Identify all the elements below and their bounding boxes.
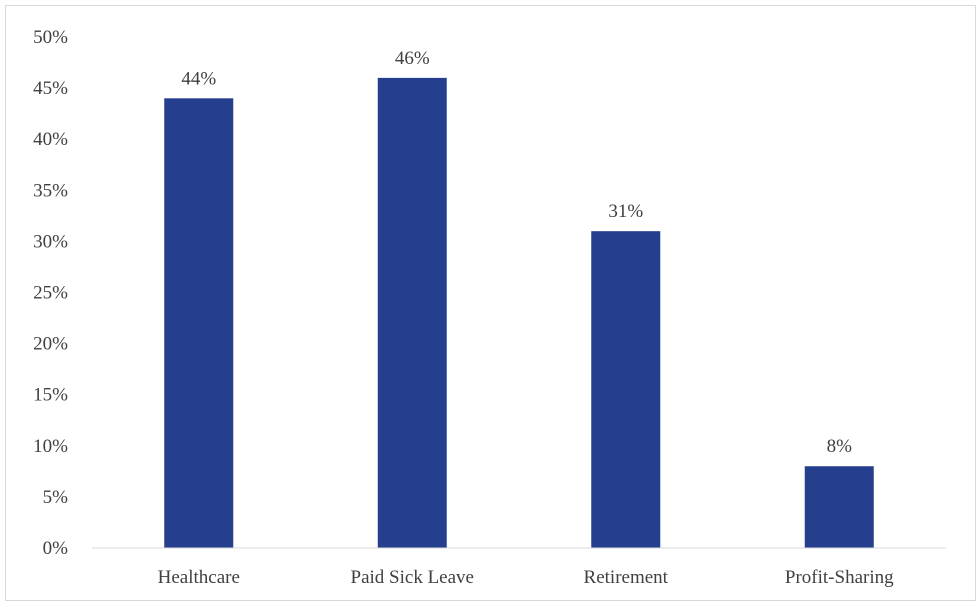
y-tick-label: 35% [33,180,68,201]
y-tick-label: 40% [33,129,68,150]
x-category-label: Profit-Sharing [785,567,894,588]
bar-paid-sick-leave [377,77,447,548]
y-tick-label: 50% [33,27,68,48]
x-category-label: Paid Sick Leave [351,567,474,588]
y-tick-label: 5% [43,487,69,508]
bar-retirement [591,231,661,548]
y-tick-label: 15% [33,385,68,406]
y-tick-label: 25% [33,283,68,304]
x-category-label: Healthcare [158,567,240,588]
data-label: 44% [181,68,216,89]
data-label: 31% [608,201,643,222]
bar-profit-sharing [804,466,874,548]
y-tick-label: 20% [33,334,68,355]
bars-group [164,77,874,548]
category-labels-group: Healthcare Paid Sick Leave Retirement Profi… [158,567,894,588]
data-label: 8% [827,436,853,457]
y-tick-label: 30% [33,231,68,252]
data-label: 46% [395,48,430,69]
y-tick-label: 0% [43,538,69,559]
y-tick-label: 45% [33,78,68,99]
bar-healthcare [164,98,234,548]
x-category-label: Retirement [584,567,669,588]
y-tick-label: 10% [33,436,68,457]
data-labels-group: 44% 46% 31% 8% [181,48,852,457]
y-axis-tick-labels: 0% 5% 10% 15% 20% 25% 30% 35% 40% 45% 50% [33,27,68,559]
